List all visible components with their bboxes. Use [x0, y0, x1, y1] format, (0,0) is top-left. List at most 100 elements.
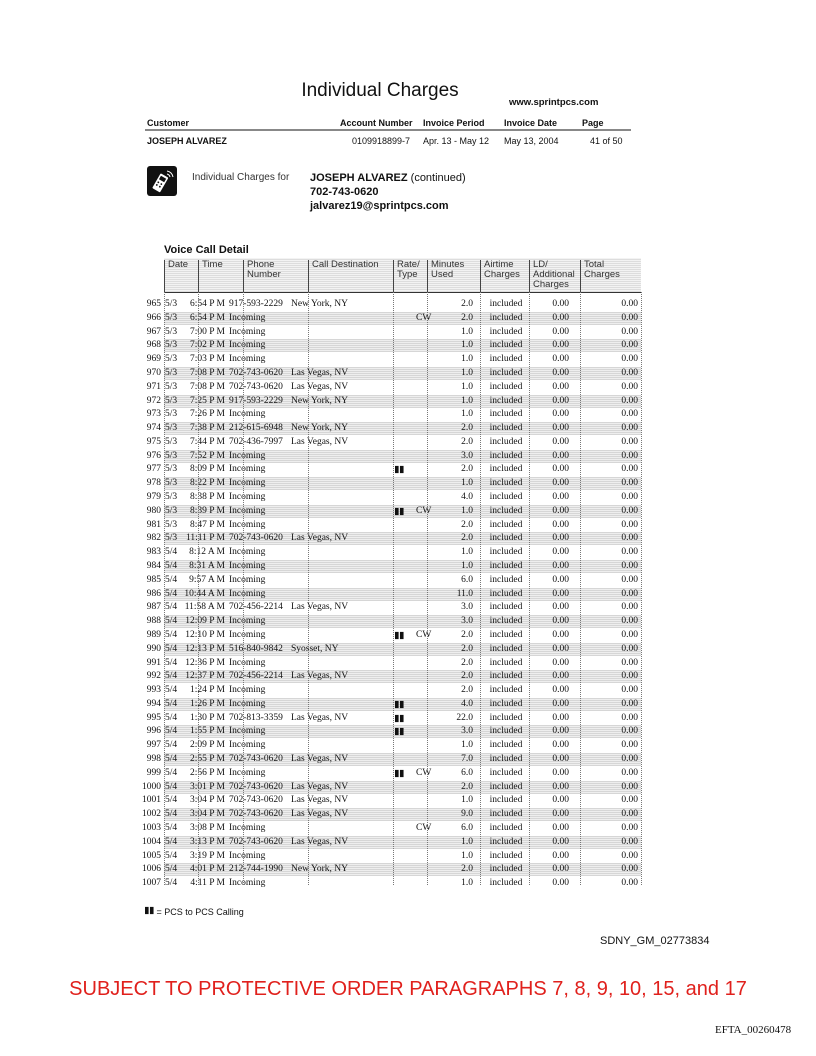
website: www.sprintpcs.com — [509, 97, 599, 108]
legend-text: = PCS to PCS Calling — [156, 907, 244, 917]
ld-charges: 0.00 — [552, 823, 569, 834]
row-number: 992 — [146, 671, 161, 682]
airtime: included — [489, 740, 523, 751]
row-shading — [164, 780, 641, 794]
airtime: included — [489, 492, 523, 503]
date: 5/3 — [165, 409, 178, 420]
ld-charges: 0.00 — [552, 781, 569, 792]
table-row: 994 5/4 1:26 P M Incoming 4.0 included 0.00 0.0… — [0, 697, 816, 711]
table-row: 977 5/3 8:09 P M Incoming 2.0 included 0.00 0.0… — [0, 463, 816, 476]
time: 2:55 P M — [189, 754, 225, 765]
phone-number: Incoming — [229, 354, 266, 365]
total-charges: 0.00 — [621, 478, 638, 489]
rate-type: CW — [416, 312, 432, 323]
phone-number: 212-744-1990 — [229, 864, 283, 875]
time: 8:09 P M — [189, 464, 225, 475]
destination: Las Vegas, NV — [291, 754, 349, 765]
date: 5/3 — [165, 436, 178, 447]
table-row: 1000 5/4 3:01 P M 702-743-0620 Las Vegas, NV… — [0, 780, 816, 794]
minutes: 6.0 — [461, 823, 473, 834]
airtime: included — [489, 436, 523, 447]
ld-charges: 0.00 — [552, 312, 569, 323]
total-charges: 0.00 — [621, 616, 638, 627]
time: 7:08 P M — [189, 367, 225, 378]
total-charges: 0.00 — [621, 423, 638, 434]
row-shading — [164, 835, 641, 849]
date: 5/4 — [165, 850, 178, 861]
date: 5/4 — [165, 767, 178, 778]
total-charges: 0.00 — [621, 312, 638, 323]
airtime: included — [489, 754, 523, 765]
phone-number: Incoming — [229, 685, 266, 696]
airtime: included — [489, 561, 523, 571]
table-row: 985 5/4 9:57 A M Incoming 6.0 included 0.00 0.0… — [0, 574, 816, 587]
airtime: included — [489, 478, 523, 489]
phone-number: 702-743-0620 — [229, 781, 283, 792]
minutes: 1.0 — [461, 795, 473, 806]
row-number: 1002 — [142, 809, 161, 820]
ld-charges: 0.00 — [552, 754, 569, 765]
date: 5/4 — [165, 823, 178, 834]
row-shading — [164, 863, 641, 877]
time: 7:00 P M — [189, 326, 225, 337]
row-shading — [164, 670, 641, 684]
phone-number: Incoming — [229, 726, 266, 737]
time: 12:13 P M — [185, 643, 225, 654]
row-number: 980 — [146, 505, 161, 516]
total-charges: 0.00 — [621, 836, 638, 847]
col-time: Time — [198, 260, 223, 292]
date: 5/4 — [165, 657, 178, 668]
row-shading — [164, 477, 641, 491]
column-divider — [641, 292, 642, 885]
phone-number: 702-743-0620 — [229, 754, 283, 765]
row-number: 977 — [146, 464, 161, 475]
table-row: 995 5/4 1:30 P M 702-813-3359 Las Vegas, NV 2… — [0, 712, 816, 725]
minutes: 1.0 — [461, 326, 473, 337]
time: 2:56 P M — [189, 767, 225, 778]
phone-number: Incoming — [229, 326, 266, 337]
row-number: 998 — [146, 754, 161, 765]
time: 1:24 P M — [189, 685, 225, 696]
minutes: 1.0 — [461, 836, 473, 847]
date: 5/4 — [165, 795, 178, 806]
minutes: 1.0 — [461, 381, 473, 392]
ld-charges: 0.00 — [552, 533, 569, 544]
row-number: 988 — [146, 616, 161, 627]
account-number: 0109918899-7 — [352, 136, 411, 146]
destination: Las Vegas, NV — [291, 367, 349, 378]
time: 3:08 P M — [189, 823, 225, 834]
minutes: 2.0 — [461, 533, 473, 544]
minutes: 1.0 — [461, 547, 473, 558]
time: 7:02 P M — [189, 340, 225, 351]
airtime: included — [489, 340, 523, 351]
destination: Las Vegas, NV — [291, 836, 349, 847]
phone-number: Incoming — [229, 492, 266, 503]
row-shading — [164, 366, 641, 380]
pcs-to-pcs-icon — [145, 906, 154, 915]
phone-number: Incoming — [229, 767, 266, 778]
ld-charges: 0.00 — [552, 478, 569, 489]
subscriber-phone: 702-743-0620 — [310, 186, 379, 198]
column-divider — [480, 292, 481, 885]
ld-charges: 0.00 — [552, 326, 569, 337]
pcs-to-pcs-icon — [395, 466, 404, 474]
row-shading — [164, 615, 641, 629]
airtime: included — [489, 547, 523, 558]
phone-number: Incoming — [229, 878, 266, 889]
invoice-date: May 13, 2004 — [504, 136, 559, 146]
total-charges: 0.00 — [621, 547, 638, 558]
airtime: included — [489, 795, 523, 806]
row-number: 1005 — [142, 850, 161, 861]
row-shading — [164, 532, 641, 546]
table-row: 983 5/4 8:12 A M Incoming 1.0 included 0.00 0.0… — [0, 546, 816, 559]
minutes: 3.0 — [461, 450, 473, 461]
row-number: 994 — [146, 698, 161, 709]
row-number: 991 — [146, 657, 161, 668]
airtime: included — [489, 381, 523, 392]
row-number: 989 — [146, 629, 161, 640]
total-charges: 0.00 — [621, 685, 638, 696]
total-charges: 0.00 — [621, 850, 638, 861]
time: 3:13 P M — [189, 836, 225, 847]
time: 4:11 P M — [190, 878, 225, 889]
total-charges: 0.00 — [621, 409, 638, 420]
